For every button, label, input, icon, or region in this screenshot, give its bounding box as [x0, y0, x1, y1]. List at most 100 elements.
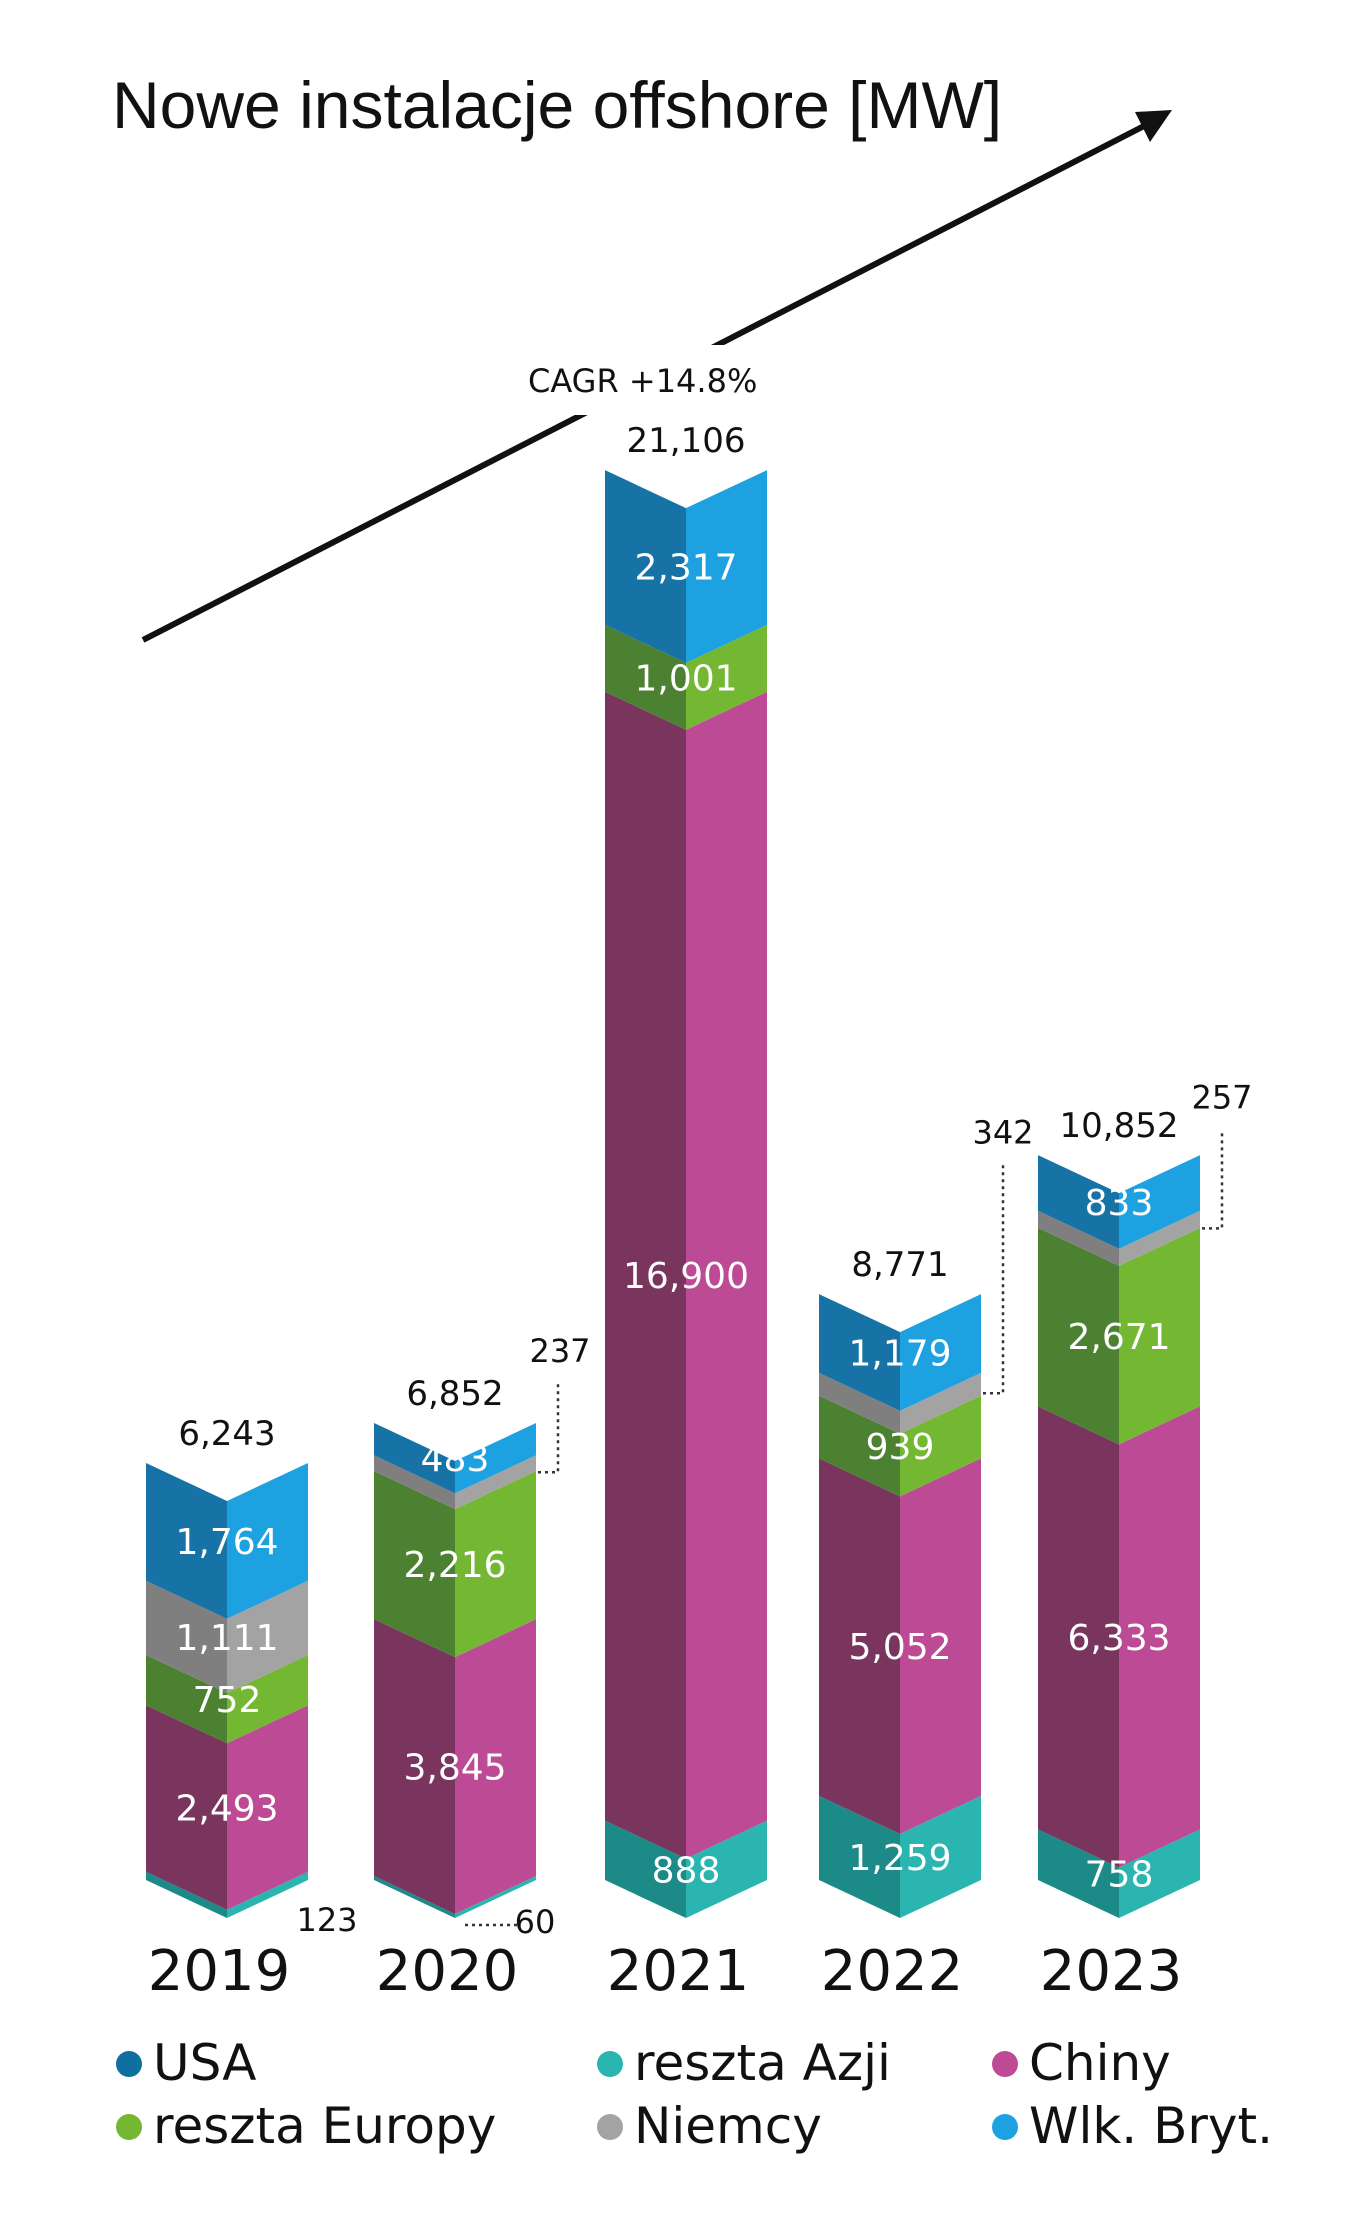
- legend-swatch: [992, 2114, 1018, 2140]
- segment-value-label: 1,001: [634, 658, 737, 699]
- external-value-label: 123: [296, 1901, 357, 1939]
- segment-right-face: [1119, 1210, 1200, 1266]
- legend-label: Niemcy: [634, 2097, 822, 2155]
- segment-chiny-2022: [819, 1458, 981, 1834]
- bar-2021: [605, 470, 767, 1918]
- segment-chiny-2019: [146, 1705, 308, 1910]
- bar-2023: [1038, 1155, 1200, 1918]
- segment-value-label: 6,333: [1067, 1618, 1170, 1659]
- external-value-label: 60: [515, 1903, 556, 1941]
- bar-2019: [146, 1462, 308, 1918]
- segment-right-face: [686, 470, 767, 663]
- labels-group: 123 2,493 752 1,111 1,764 6,243 2019 60 3,845 2,2…: [148, 421, 1253, 2004]
- segment-value-label: 1,179: [848, 1333, 951, 1374]
- legend-label: Chiny: [1029, 2034, 1171, 2092]
- segment-value-label: 833: [1085, 1183, 1154, 1224]
- segment-chiny-2021: [605, 691, 767, 1859]
- segment-left-face: [146, 1655, 227, 1744]
- segment-reszta-europy-2019: [146, 1655, 308, 1744]
- segment-right-face: [900, 1294, 981, 1411]
- bars-group: [146, 470, 1200, 1918]
- legend-item-wlk-bryt: Wlk. Bryt.: [992, 2097, 1273, 2155]
- cagr-arrow-head: [1135, 110, 1172, 142]
- external-value-label: 237: [529, 1332, 590, 1370]
- legend-swatch: [597, 2051, 623, 2077]
- segment-value-label: 1,764: [175, 1522, 278, 1563]
- segment-right-face: [227, 1462, 308, 1619]
- segment-niemcy-2023: [1038, 1210, 1200, 1266]
- legend-swatch: [597, 2114, 623, 2140]
- segment-niemcy-2022: [819, 1372, 981, 1434]
- external-value-label: 342: [972, 1113, 1033, 1151]
- segment-right-face: [227, 1871, 308, 1918]
- segment-reszta-azji-2023: [1038, 1829, 1200, 1918]
- segment-left-face: [819, 1294, 900, 1411]
- segment-value-label: 1,111: [175, 1618, 278, 1659]
- segment-reszta-europy-2022: [819, 1395, 981, 1497]
- legend-item-usa: USA: [116, 2034, 256, 2092]
- segment-reszta-europy-2020: [374, 1471, 536, 1658]
- segment-right-face: [227, 1705, 308, 1910]
- total-label: 6,852: [406, 1374, 503, 1414]
- segment-value-label: 939: [866, 1427, 935, 1468]
- legend: USA reszta Azji Chiny reszta Europy Niemcy Wl…: [116, 2034, 1273, 2155]
- segment-right-face: [686, 624, 767, 730]
- legend-item-niemcy: Niemcy: [597, 2097, 822, 2155]
- segment-niemcy-2020: [374, 1455, 536, 1510]
- segment-left-face: [374, 1471, 455, 1658]
- segment-right-face: [455, 1423, 536, 1494]
- segment-chiny-2020: [374, 1619, 536, 1914]
- legend-label: USA: [153, 2034, 256, 2092]
- segment-value-label: 16,900: [623, 1256, 749, 1297]
- year-label: 2021: [607, 1939, 750, 2004]
- bar-2022: [819, 1294, 981, 1918]
- segment-value-label: 2,317: [634, 548, 737, 589]
- segment-value-label: 5,052: [848, 1627, 951, 1668]
- segment-right-face: [455, 1471, 536, 1658]
- segment-reszta-azji-2019: [146, 1871, 308, 1918]
- segment-wlk-bryt-2021: [605, 470, 767, 663]
- segment-wlk-bryt-2019: [146, 1462, 308, 1619]
- segment-reszta-europy-2021: [605, 624, 767, 730]
- cagr-label: CAGR +14.8%: [528, 362, 757, 400]
- segment-value-label: 758: [1085, 1855, 1154, 1896]
- segment-left-face: [605, 624, 686, 730]
- cagr-label-bg: [512, 345, 772, 415]
- segment-value-label: 752: [193, 1680, 262, 1721]
- year-label: 2022: [821, 1939, 964, 2004]
- segment-left-face: [1038, 1210, 1119, 1266]
- segment-right-face: [455, 1455, 536, 1510]
- segment-right-face: [455, 1875, 536, 1918]
- segment-right-face: [686, 691, 767, 1859]
- segment-value-label: 2,216: [403, 1545, 506, 1586]
- segment-value-label: 2,671: [1067, 1317, 1170, 1358]
- legend-swatch: [116, 2114, 142, 2140]
- segment-right-face: [227, 1580, 308, 1694]
- segment-left-face: [146, 1580, 227, 1694]
- legend-label: Wlk. Bryt.: [1029, 2097, 1273, 2155]
- segment-right-face: [227, 1655, 308, 1744]
- segment-reszta-azji-2020: [374, 1875, 536, 1918]
- segment-reszta-azji-2022: [819, 1795, 981, 1918]
- segment-left-face: [1038, 1155, 1119, 1249]
- segment-left-face: [374, 1455, 455, 1510]
- legend-item-reszta-europy: reszta Europy: [116, 2097, 496, 2155]
- segment-wlk-bryt-2023: [1038, 1155, 1200, 1249]
- segment-left-face: [605, 470, 686, 663]
- legend-swatch: [116, 2051, 142, 2077]
- legend-item-chiny: Chiny: [992, 2034, 1171, 2092]
- legend-swatch: [992, 2051, 1018, 2077]
- segment-reszta-azji-2021: [605, 1820, 767, 1918]
- legend-label: reszta Europy: [153, 2097, 496, 2155]
- segment-left-face: [819, 1458, 900, 1834]
- segment-right-face: [900, 1795, 981, 1918]
- segment-reszta-europy-2023: [1038, 1227, 1200, 1445]
- segment-wlk-bryt-2020: [374, 1423, 536, 1494]
- leader-line: [1202, 1130, 1224, 1230]
- segment-value-label: 2,493: [175, 1789, 278, 1830]
- segment-niemcy-2019: [146, 1580, 308, 1694]
- segment-value-label: 888: [652, 1850, 721, 1891]
- segment-right-face: [1119, 1227, 1200, 1445]
- segment-right-face: [1119, 1155, 1200, 1249]
- year-label: 2020: [376, 1939, 519, 2004]
